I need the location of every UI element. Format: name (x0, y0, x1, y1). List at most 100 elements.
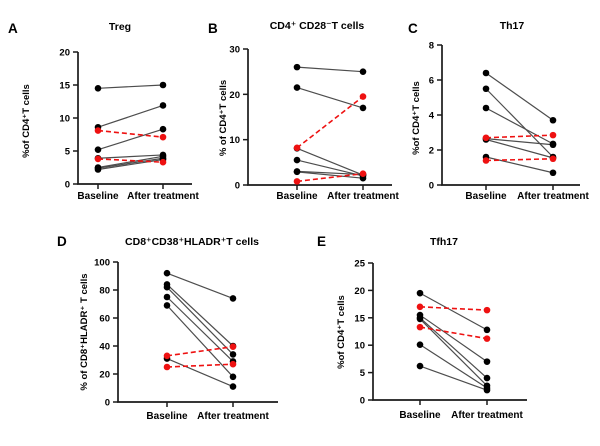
paired-line-black (296, 86, 364, 109)
y-tick-label: 10 (229, 135, 240, 146)
y-tick-label: 0 (105, 398, 110, 409)
data-point-baseline (293, 156, 301, 164)
panel-c: C Th17 %of CD4⁺T cells Baseline After tr… (408, 20, 590, 202)
paired-line-black (419, 365, 488, 391)
y-tick-label: 20 (229, 90, 240, 101)
data-point-baseline (94, 85, 102, 92)
data-point-after-treatment (483, 358, 491, 365)
paired-line-black (419, 344, 488, 389)
data-point-baseline (416, 323, 424, 331)
paired-line-black (419, 314, 488, 363)
y-tick-label: 80 (99, 286, 110, 297)
y-tick-label: 0 (360, 396, 365, 407)
paired-line-red-dashed (419, 306, 488, 311)
paired-line-black (485, 72, 554, 121)
data-point-baseline (482, 134, 490, 142)
paired-line-red-dashed (166, 363, 234, 368)
paired-line-red-dashed (296, 172, 364, 183)
panel-c-plot-area: 0 2 4 6 8 (429, 41, 580, 192)
panel-d-after-treatment-label: After treatment (197, 411, 269, 422)
panel-e-baseline-label: Baseline (399, 410, 441, 421)
y-tick-label: 20 (99, 370, 110, 381)
y-tick-label: 60 (99, 314, 110, 325)
paired-line-black (166, 304, 234, 378)
panel-a-title: Treg (109, 21, 131, 33)
y-tick-label: 40 (99, 342, 110, 353)
y-tick-label: 0 (235, 181, 240, 192)
data-point-baseline (163, 293, 171, 301)
paired-line-red-dashed (166, 345, 234, 357)
paired-line-black (419, 292, 488, 331)
panel-b: B CD4⁺ CD28⁻T cells % of CD4⁺T cells Bas… (208, 20, 400, 202)
y-tick-label: 10 (59, 114, 70, 125)
y-tick-label: 15 (59, 81, 70, 92)
panel-b-letter: B (208, 21, 218, 36)
paired-line-black (97, 158, 164, 171)
data-point-after-treatment (229, 295, 237, 302)
paired-line-black (419, 318, 488, 387)
data-point-baseline (416, 303, 424, 311)
data-point-baseline (163, 283, 171, 291)
y-tick-label: 0 (429, 181, 434, 192)
paired-line-black (166, 283, 234, 347)
axis-line (117, 262, 278, 403)
y-tick-label: 20 (59, 48, 70, 59)
paired-line-black (296, 66, 364, 73)
paired-line-black (97, 104, 164, 128)
data-point-baseline (163, 363, 171, 371)
panel-c-letter: C (408, 21, 418, 36)
data-point-after-treatment (159, 158, 167, 166)
data-point-baseline (94, 127, 102, 134)
panel-d: D CD8⁺CD38⁺HLADR⁺T cells % of CD8⁺HLADR⁺… (57, 234, 278, 422)
data-point-after-treatment (483, 386, 491, 394)
panel-d-y-axis-label: % of CD8⁺HLADR⁺ T cells (79, 273, 90, 390)
panel-e-after-treatment-label: After treatment (451, 410, 523, 421)
data-point-baseline (416, 362, 424, 370)
data-point-baseline (163, 302, 171, 309)
paired-line-red-dashed (97, 158, 164, 164)
y-tick-label: 30 (229, 45, 240, 56)
y-tick-label: 5 (360, 368, 366, 379)
data-point-baseline (163, 269, 171, 277)
y-tick-label: 10 (354, 341, 365, 352)
data-point-baseline (482, 157, 490, 164)
paired-line-black (485, 88, 554, 158)
data-point-after-treatment (359, 93, 367, 100)
data-point-after-treatment (359, 170, 367, 177)
data-point-baseline (416, 315, 424, 323)
paired-line-black (296, 159, 364, 177)
paired-line-black (166, 358, 234, 388)
panel-d-letter: D (57, 234, 67, 249)
data-point-after-treatment (229, 351, 237, 358)
paired-line-red-dashed (485, 157, 554, 162)
y-tick-label: 0 (65, 180, 70, 191)
y-tick-label: 2 (429, 146, 434, 157)
paired-line-black (97, 84, 164, 89)
panel-a-plot-area: 0 5 10 15 20 (59, 48, 192, 191)
data-point-after-treatment (483, 374, 491, 382)
panel-a-letter: A (8, 21, 18, 36)
data-point-baseline (94, 166, 102, 173)
data-point-baseline (416, 341, 424, 348)
data-point-after-treatment (159, 125, 167, 133)
paired-line-black (97, 157, 164, 169)
data-point-baseline (416, 289, 424, 297)
data-point-after-treatment (549, 116, 557, 124)
data-point-after-treatment (159, 81, 167, 89)
data-point-baseline (94, 155, 102, 163)
data-point-baseline (482, 85, 490, 93)
data-point-after-treatment (549, 141, 557, 149)
paired-line-red-dashed (296, 95, 364, 149)
paired-line-black (166, 286, 234, 355)
axis-line (372, 263, 527, 401)
panel-b-plot-area: 0 10 20 30 (229, 45, 392, 192)
data-point-after-treatment (359, 174, 367, 182)
data-point-after-treatment (359, 68, 367, 75)
data-point-baseline (482, 69, 490, 77)
data-point-after-treatment (229, 360, 237, 368)
y-tick-label: 6 (429, 76, 434, 87)
data-point-after-treatment (159, 133, 167, 141)
paired-line-red-dashed (97, 129, 164, 138)
data-point-after-treatment (549, 155, 557, 163)
